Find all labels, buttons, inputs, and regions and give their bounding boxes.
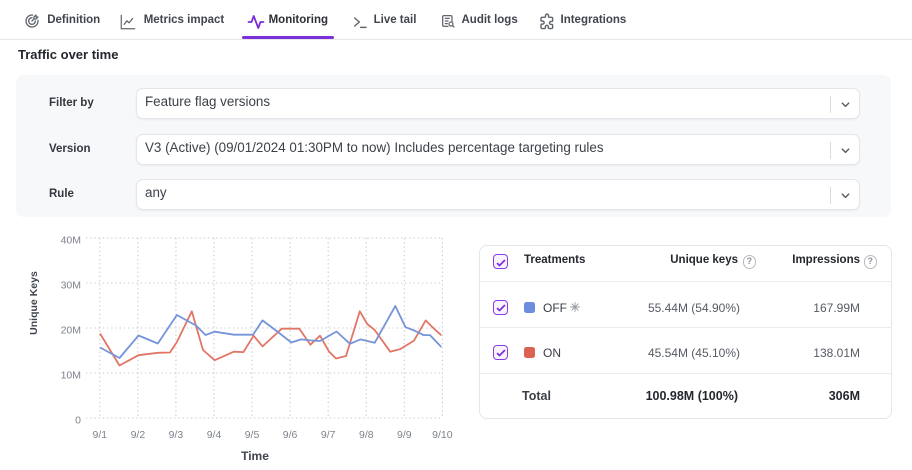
svg-text:9/5: 9/5: [245, 429, 260, 441]
svg-text:9/6: 9/6: [283, 429, 298, 441]
svg-text:9/3: 9/3: [169, 429, 184, 441]
svg-text:9/1: 9/1: [92, 429, 107, 441]
svg-text:Time: Time: [241, 449, 269, 463]
svg-text:9/4: 9/4: [207, 429, 222, 441]
svg-text:9/7: 9/7: [321, 429, 336, 441]
svg-text:9/10: 9/10: [432, 429, 453, 441]
svg-text:40M: 40M: [61, 235, 81, 247]
svg-text:20M: 20M: [61, 325, 81, 337]
svg-text:0: 0: [75, 415, 81, 427]
svg-text:9/8: 9/8: [359, 429, 374, 441]
svg-text:Unique Keys: Unique Keys: [28, 271, 40, 335]
svg-text:9/2: 9/2: [131, 429, 146, 441]
svg-text:10M: 10M: [61, 370, 81, 382]
svg-text:30M: 30M: [61, 280, 81, 292]
svg-text:9/9: 9/9: [397, 429, 412, 441]
